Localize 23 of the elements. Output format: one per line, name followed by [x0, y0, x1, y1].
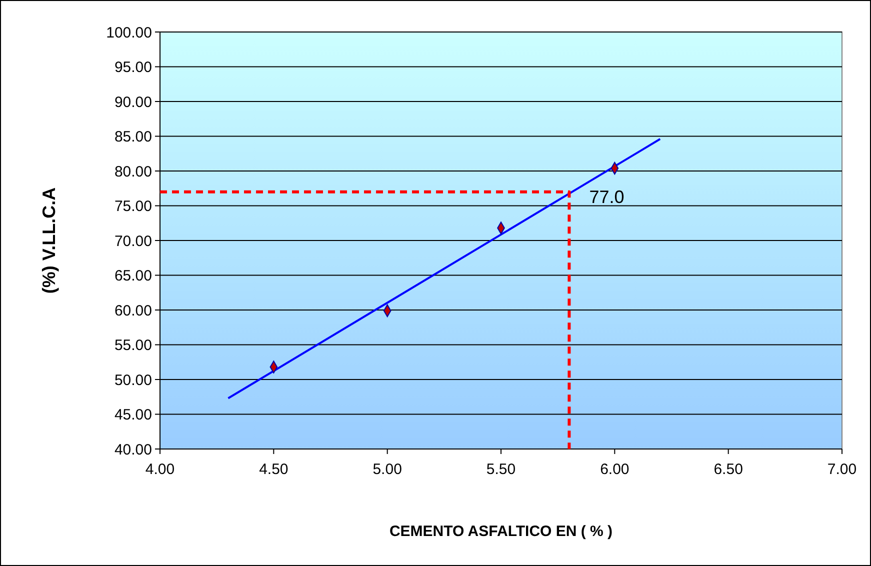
y-tick-label: 40.00: [114, 441, 152, 458]
y-tick-label: 45.00: [114, 406, 152, 424]
x-axis-title: CEMENTO ASFALTICO EN ( % ): [389, 523, 613, 540]
y-tick-label: 65.00: [114, 268, 152, 284]
x-tick-label: 4.50: [259, 461, 288, 478]
x-tick-label: 6.00: [600, 461, 630, 478]
y-tick-label: 100.00: [106, 24, 152, 42]
y-tick-label: 85.00: [114, 128, 152, 146]
y-tick-label: 75.00: [114, 198, 152, 215]
y-tick-label: 90.00: [114, 94, 152, 111]
x-tick-label: 5.00: [372, 461, 402, 478]
y-tick-label: 70.00: [114, 232, 152, 250]
y-tick-label: 60.00: [114, 302, 152, 320]
y-tick-label: 95.00: [114, 59, 152, 76]
x-tick-label: 6.50: [714, 461, 743, 478]
y-tick-label: 50.00: [114, 372, 152, 389]
x-tick-label: 5.50: [486, 461, 516, 478]
y-axis-title: (%) V.LL.C.A: [39, 187, 59, 294]
y-tick-label: 80.00: [114, 163, 152, 180]
x-tick-label: 4.00: [145, 461, 175, 478]
y-tick-label: 55.00: [114, 337, 152, 354]
x-tick-label: 7.00: [827, 461, 857, 478]
annotation: 77.0: [589, 186, 624, 207]
